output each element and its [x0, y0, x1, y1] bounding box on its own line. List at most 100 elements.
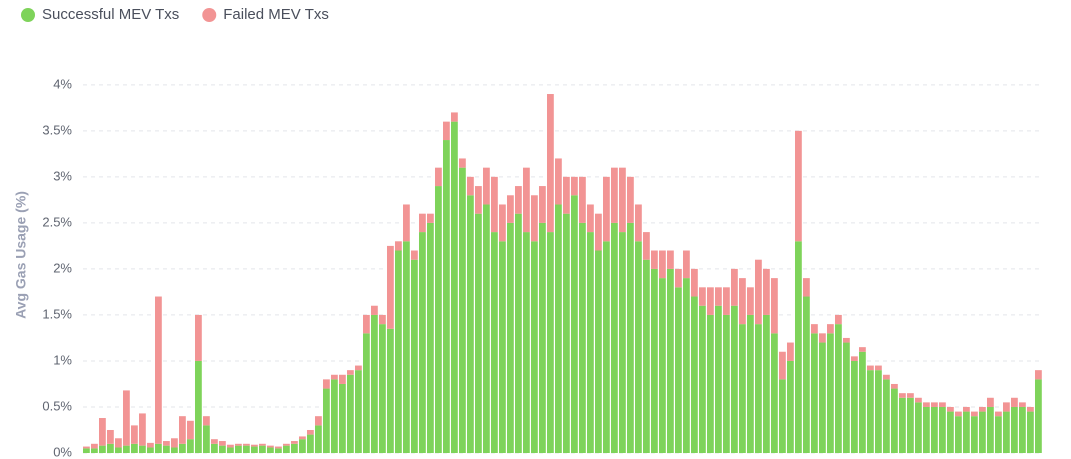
- bar-segment: [851, 360, 858, 453]
- bar-segment: [835, 324, 842, 453]
- bar-segment: [459, 158, 466, 168]
- bar-segment: [235, 443, 242, 446]
- bar-segment: [491, 232, 498, 453]
- bar-segment: [267, 445, 274, 448]
- bar-segment: [963, 406, 970, 412]
- bar-segment: [643, 232, 650, 260]
- bar-segment: [307, 429, 314, 435]
- bar-segment: [419, 232, 426, 453]
- y-tick-label: 0%: [53, 444, 72, 459]
- bar-segment: [379, 314, 386, 325]
- bar-segment: [563, 213, 570, 453]
- y-axis-label: Avg Gas Usage (%): [13, 191, 29, 319]
- bar-segment: [123, 390, 130, 446]
- bar-segment: [307, 434, 314, 453]
- y-tick-label: 1%: [53, 352, 72, 367]
- bar-segment: [107, 443, 114, 453]
- bar-segment: [435, 167, 442, 187]
- bar-segment: [243, 443, 250, 446]
- bar-segment: [915, 402, 922, 453]
- bar-segment: [947, 406, 954, 412]
- bar-segment: [123, 445, 130, 453]
- bar-segment: [987, 397, 994, 407]
- bar-segment: [483, 167, 490, 205]
- bar-segment: [411, 250, 418, 260]
- bar-segment: [259, 443, 266, 446]
- bar-segment: [923, 406, 930, 453]
- bar-segment: [731, 268, 738, 306]
- bar-segment: [675, 268, 682, 288]
- bar-segment: [843, 342, 850, 453]
- bar-segment: [171, 438, 178, 448]
- bar-segment: [179, 443, 186, 453]
- bar-segment: [883, 379, 890, 453]
- bar-segment: [1011, 397, 1018, 407]
- bar-segment: [451, 121, 458, 454]
- bar-segment: [539, 222, 546, 453]
- bar-segment: [211, 439, 218, 444]
- bar-segment: [523, 232, 530, 453]
- bar-segment: [387, 328, 394, 453]
- bar-segment: [411, 259, 418, 453]
- bar-segment: [787, 342, 794, 361]
- bar-segment: [859, 347, 866, 352]
- bar-segment: [803, 278, 810, 297]
- bar-segment: [203, 416, 210, 426]
- bar-segment: [715, 305, 722, 453]
- bar-segment: [371, 305, 378, 315]
- bar-segment: [195, 360, 202, 453]
- bar-segment: [155, 443, 162, 453]
- bar-segment: [1011, 406, 1018, 453]
- bar-segment: [339, 383, 346, 453]
- bar-segment: [483, 204, 490, 453]
- bar-segment: [707, 287, 714, 315]
- bar-segment: [515, 213, 522, 453]
- bar-segment: [187, 420, 194, 440]
- y-tick-label: 0.5%: [42, 398, 72, 413]
- bar-segment: [755, 259, 762, 325]
- y-tick-label: 3.5%: [42, 122, 72, 137]
- bar-segment: [179, 416, 186, 444]
- bar-segment: [331, 379, 338, 453]
- bar-segment: [955, 416, 962, 453]
- bar-segment: [963, 411, 970, 453]
- bar-segment: [275, 446, 282, 449]
- bar-segment: [995, 416, 1002, 453]
- bar-segment: [547, 94, 554, 233]
- bar-segment: [795, 241, 802, 453]
- bar-segment: [675, 287, 682, 453]
- bar-segment: [235, 445, 242, 453]
- y-tick-label: 4%: [53, 76, 72, 91]
- bar-segment: [811, 333, 818, 453]
- bar-segment: [555, 204, 562, 453]
- y-tick-label: 2%: [53, 260, 72, 275]
- bar-segment: [627, 176, 634, 223]
- bar-segment: [139, 413, 146, 446]
- bar-segment: [523, 167, 530, 233]
- bar-segment: [619, 167, 626, 233]
- bar-segment: [851, 356, 858, 361]
- bar-segment: [867, 365, 874, 371]
- bar-segment: [419, 213, 426, 233]
- bar-segment: [203, 425, 210, 453]
- bar-segment: [931, 402, 938, 407]
- bar-segment: [611, 222, 618, 453]
- bar-segment: [1027, 411, 1034, 453]
- bar-segment: [707, 314, 714, 453]
- bar-segment: [563, 176, 570, 214]
- bar-segment: [595, 250, 602, 453]
- bar-segment: [459, 167, 466, 453]
- bar-segment: [291, 441, 298, 444]
- bar-segment: [355, 365, 362, 371]
- bar-segment: [667, 250, 674, 269]
- bar-segment: [427, 222, 434, 453]
- bar-segment: [603, 241, 610, 453]
- bar-segment: [739, 278, 746, 325]
- bar-segment: [739, 324, 746, 453]
- bar-segment: [827, 324, 834, 334]
- bar-segment: [587, 204, 594, 233]
- bar-segment: [395, 250, 402, 453]
- bar-segment: [115, 438, 122, 448]
- bar-segment: [363, 333, 370, 453]
